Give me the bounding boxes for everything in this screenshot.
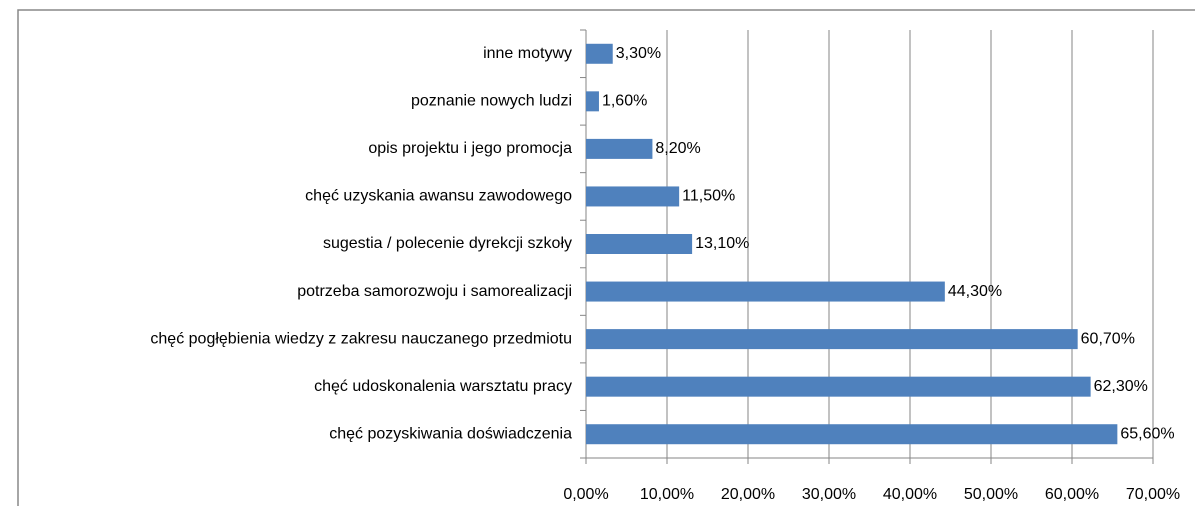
y-tick-label: potrzeba samorozwoju i samorealizacji <box>297 283 572 300</box>
bar <box>586 329 1078 350</box>
x-tick-label: 10,00% <box>640 486 694 503</box>
chart-frame <box>17 9 1195 506</box>
bar <box>586 43 613 64</box>
bar <box>586 376 1091 397</box>
y-tick-label: inne motywy <box>483 45 572 62</box>
value-label: 3,30% <box>616 45 661 62</box>
x-tick-label: 20,00% <box>721 486 775 503</box>
value-label: 11,50% <box>682 188 735 205</box>
value-label: 13,10% <box>695 235 749 252</box>
x-tick-label: 40,00% <box>883 486 937 503</box>
y-tick-label: poznanie nowych ludzi <box>411 93 572 110</box>
x-tick-label: 60,00% <box>1045 486 1099 503</box>
value-label: 65,60% <box>1120 425 1174 442</box>
y-tick-label: chęć udoskonalenia warsztatu pracy <box>314 378 572 395</box>
bar <box>586 138 653 159</box>
bar <box>586 91 599 112</box>
bar <box>586 424 1118 445</box>
x-tick-label: 70,00% <box>1126 486 1180 503</box>
y-tick-label: chęć pogłębienia wiedzy z zakresu naucza… <box>150 330 572 347</box>
x-tick-label: 0,00% <box>563 486 608 503</box>
value-label: 8,20% <box>655 140 700 157</box>
y-tick-label: chęć uzyskania awansu zawodowego <box>305 188 572 205</box>
bar <box>586 234 693 254</box>
value-label: 1,60% <box>602 93 647 110</box>
x-tick-label: 30,00% <box>802 486 856 503</box>
x-tick-label: 50,00% <box>964 486 1018 503</box>
value-label: 44,30% <box>948 283 1002 300</box>
value-label: 62,30% <box>1094 378 1148 395</box>
y-tick-label: opis projektu i jego promocja <box>368 140 572 157</box>
y-tick-label: sugestia / polecenie dyrekcji szkoły <box>323 235 572 252</box>
y-tick-label: chęć pozyskiwania doświadczenia <box>329 425 572 442</box>
value-label: 60,70% <box>1081 330 1135 347</box>
bar <box>586 186 680 207</box>
bar <box>586 281 945 302</box>
